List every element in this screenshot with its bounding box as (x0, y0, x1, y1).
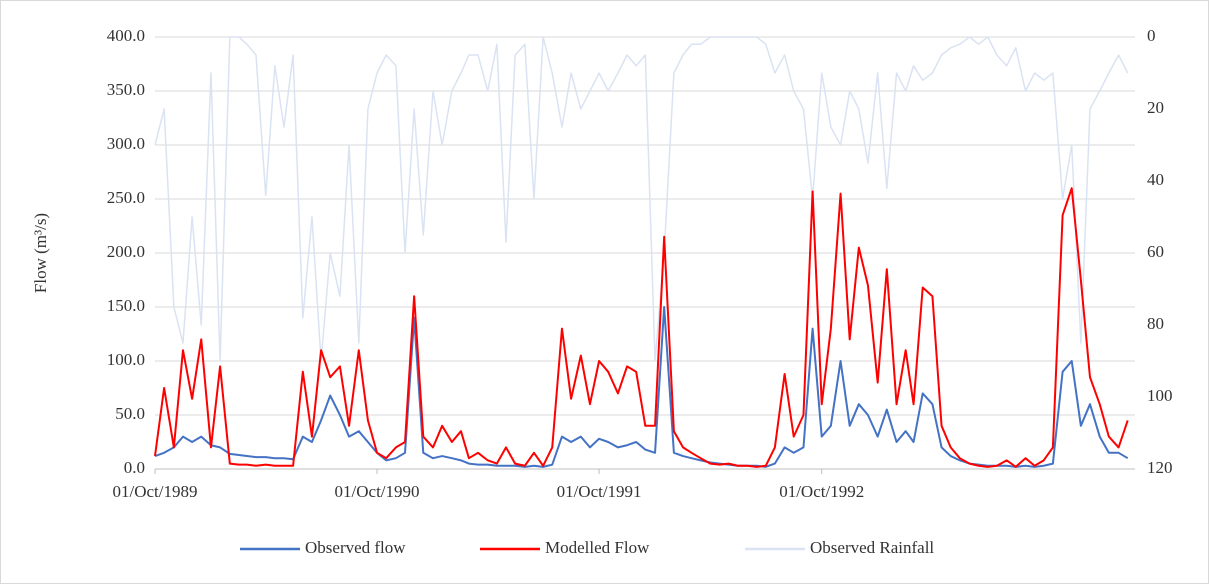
y2-tick-label: 40 (1147, 170, 1164, 189)
x-tick-label: 01/Oct/1989 (113, 482, 198, 501)
x-tick-label: 01/Oct/1991 (557, 482, 642, 501)
y-tick-label: 50.0 (115, 404, 145, 423)
legend-label: Observed Rainfall (810, 538, 934, 557)
y2-tick-label: 120 (1147, 458, 1173, 477)
y-tick-label: 300.0 (107, 134, 145, 153)
x-tick-label: 01/Oct/1990 (335, 482, 420, 501)
series-line (154, 36, 1129, 362)
y2-tick-label: 0 (1147, 26, 1156, 45)
y2-tick-label: 80 (1147, 314, 1164, 333)
x-tick-label: 01/Oct/1992 (779, 482, 864, 501)
y-tick-label: 400.0 (107, 26, 145, 45)
y-tick-label: 0.0 (124, 458, 145, 477)
legend-label: Observed flow (305, 538, 406, 557)
y-tick-label: 250.0 (107, 188, 145, 207)
y-axis-title: Flow (m³/s) (31, 213, 50, 293)
y2-tick-label: 60 (1147, 242, 1164, 261)
y2-tick-label: 20 (1147, 98, 1164, 117)
series-line (154, 187, 1129, 468)
y2-tick-label: 100 (1147, 386, 1173, 405)
y-tick-label: 200.0 (107, 242, 145, 261)
legend-label: Modelled Flow (545, 538, 650, 557)
y-tick-label: 100.0 (107, 350, 145, 369)
y-tick-label: 350.0 (107, 80, 145, 99)
y-tick-label: 150.0 (107, 296, 145, 315)
